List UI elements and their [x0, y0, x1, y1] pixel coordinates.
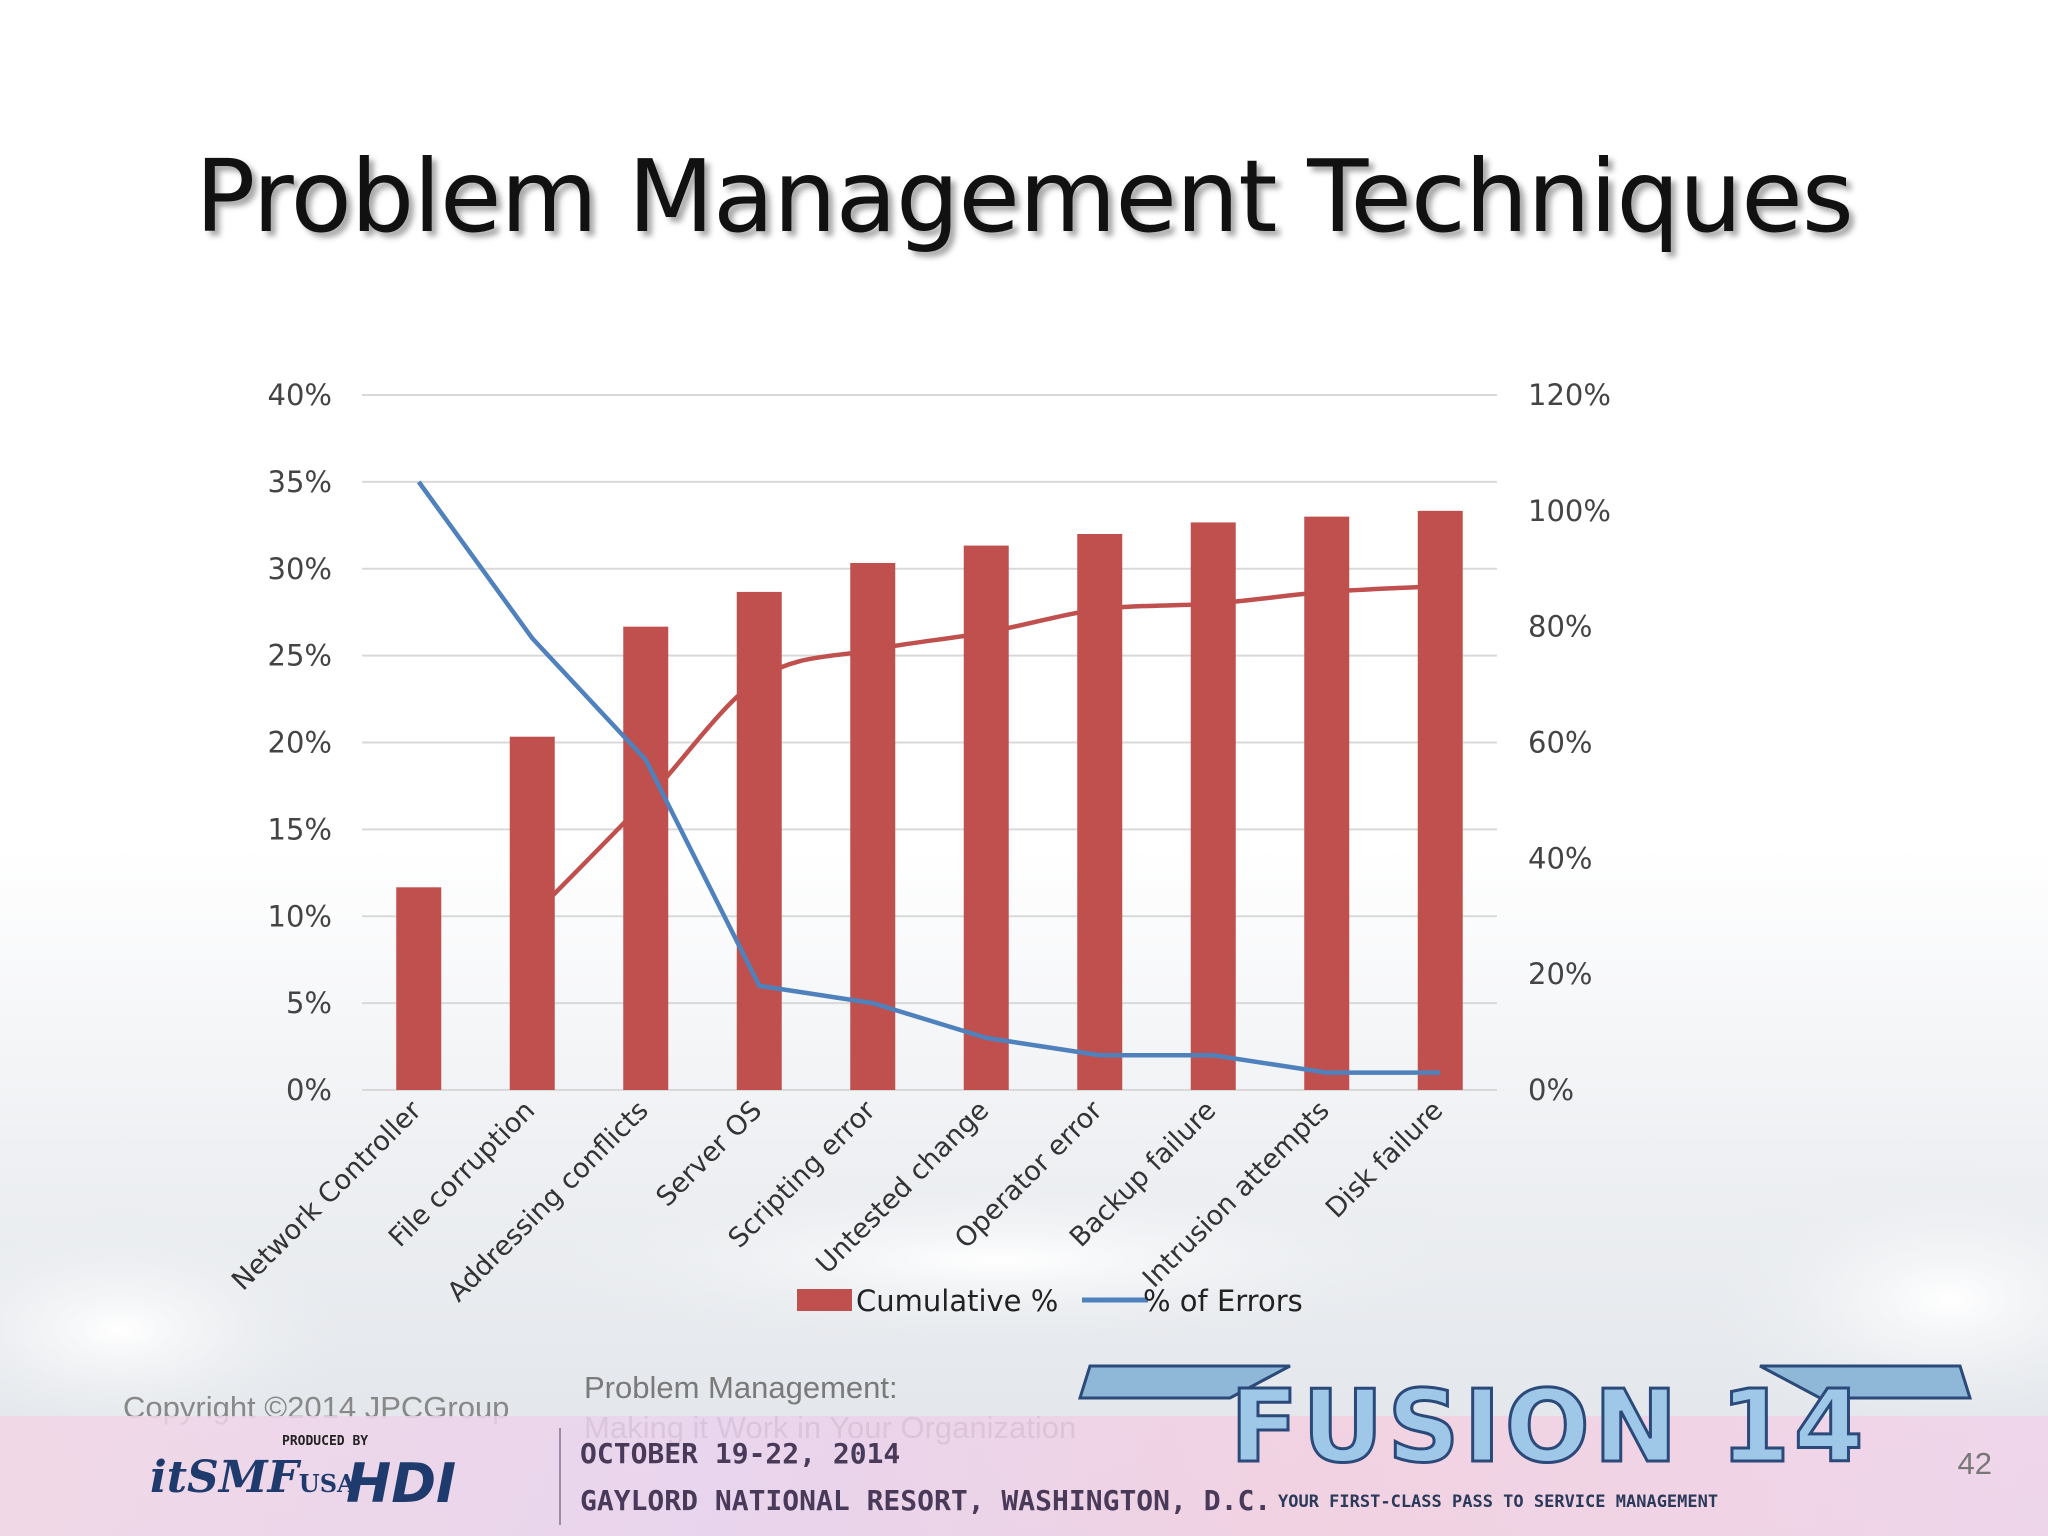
category-label: Disk failure	[1320, 1095, 1449, 1224]
right-axis: 0% 20% 40% 60% 80% 100% 120%	[1528, 378, 1611, 1107]
itsmf-usa-logo: itSMFUSA	[150, 1452, 356, 1503]
left-tick-label: 30%	[268, 552, 332, 586]
left-tick-label: 25%	[268, 639, 332, 673]
right-tick-label: 100%	[1528, 494, 1611, 528]
event-dates: OCTOBER 19-22, 2014	[580, 1437, 901, 1470]
left-tick-label: 15%	[268, 812, 332, 846]
itsmf-logo-text: itSMF	[150, 1452, 299, 1503]
hdi-logo: HDI	[346, 1452, 457, 1515]
left-tick-label: 35%	[268, 465, 332, 499]
slide-number: 42	[1957, 1446, 1992, 1481]
fusion-14-logo: FUSION 14	[1228, 1367, 1868, 1487]
left-tick-label: 0%	[286, 1073, 332, 1107]
left-tick-label: 10%	[268, 899, 332, 933]
event-banner	[0, 1364, 2048, 1536]
legend-swatch-cumulative	[797, 1289, 852, 1311]
right-tick-label: 120%	[1528, 378, 1611, 412]
right-tick-label: 80%	[1528, 610, 1592, 644]
category-label: Server OS	[650, 1095, 768, 1213]
itsmf-logo-suffix: USA	[298, 1469, 356, 1498]
category-label: Network Controller	[226, 1094, 428, 1296]
line-percent-of-errors	[416, 480, 1441, 1075]
session-title-line1: Problem Management:	[584, 1370, 898, 1405]
legend-label-cumulative: Cumulative %	[856, 1284, 1058, 1318]
left-tick-label: 20%	[268, 726, 332, 760]
bar-cumulative	[1417, 510, 1463, 1090]
category-label: Addressing conflicts	[442, 1095, 655, 1308]
bar-cumulative	[736, 591, 782, 1090]
right-tick-label: 60%	[1528, 726, 1592, 760]
right-tick-label: 20%	[1528, 957, 1592, 991]
right-tick-label: 0%	[1528, 1073, 1574, 1107]
legend: Cumulative % % of Errors	[797, 1284, 1303, 1318]
category-label: Intrusion attempts	[1137, 1095, 1336, 1294]
bar-cumulative	[1077, 534, 1123, 1090]
fusion-tagline: YOUR FIRST-CLASS PASS TO SERVICE MANAGEM…	[1278, 1492, 1719, 1512]
bar-cumulative	[1190, 522, 1236, 1090]
left-axis: 0% 5% 10% 15% 20% 25% 30% 35% 40%	[268, 378, 332, 1107]
legend-label-errors: % of Errors	[1143, 1284, 1303, 1318]
left-tick-label: 5%	[286, 986, 332, 1020]
bar-cumulative	[1304, 516, 1350, 1090]
bar-cumulative	[850, 562, 896, 1090]
line-cumulative-trend	[530, 583, 1441, 918]
right-tick-label: 40%	[1528, 841, 1592, 875]
lines	[416, 480, 1441, 1075]
produced-by-label: PRODUCED BY	[282, 1434, 369, 1449]
pareto-chart: 0% 5% 10% 15% 20% 25% 30% 35% 40% 0% 20% 40% 60% 80%…	[226, 378, 1611, 1318]
event-venue: GAYLORD NATIONAL RESORT, WASHINGTON, D.C…	[580, 1484, 1272, 1517]
bar-cumulative	[623, 626, 669, 1090]
page-title: Problem Management Techniques	[195, 138, 1854, 255]
left-tick-label: 40%	[268, 378, 332, 412]
bar-cumulative	[396, 887, 442, 1090]
